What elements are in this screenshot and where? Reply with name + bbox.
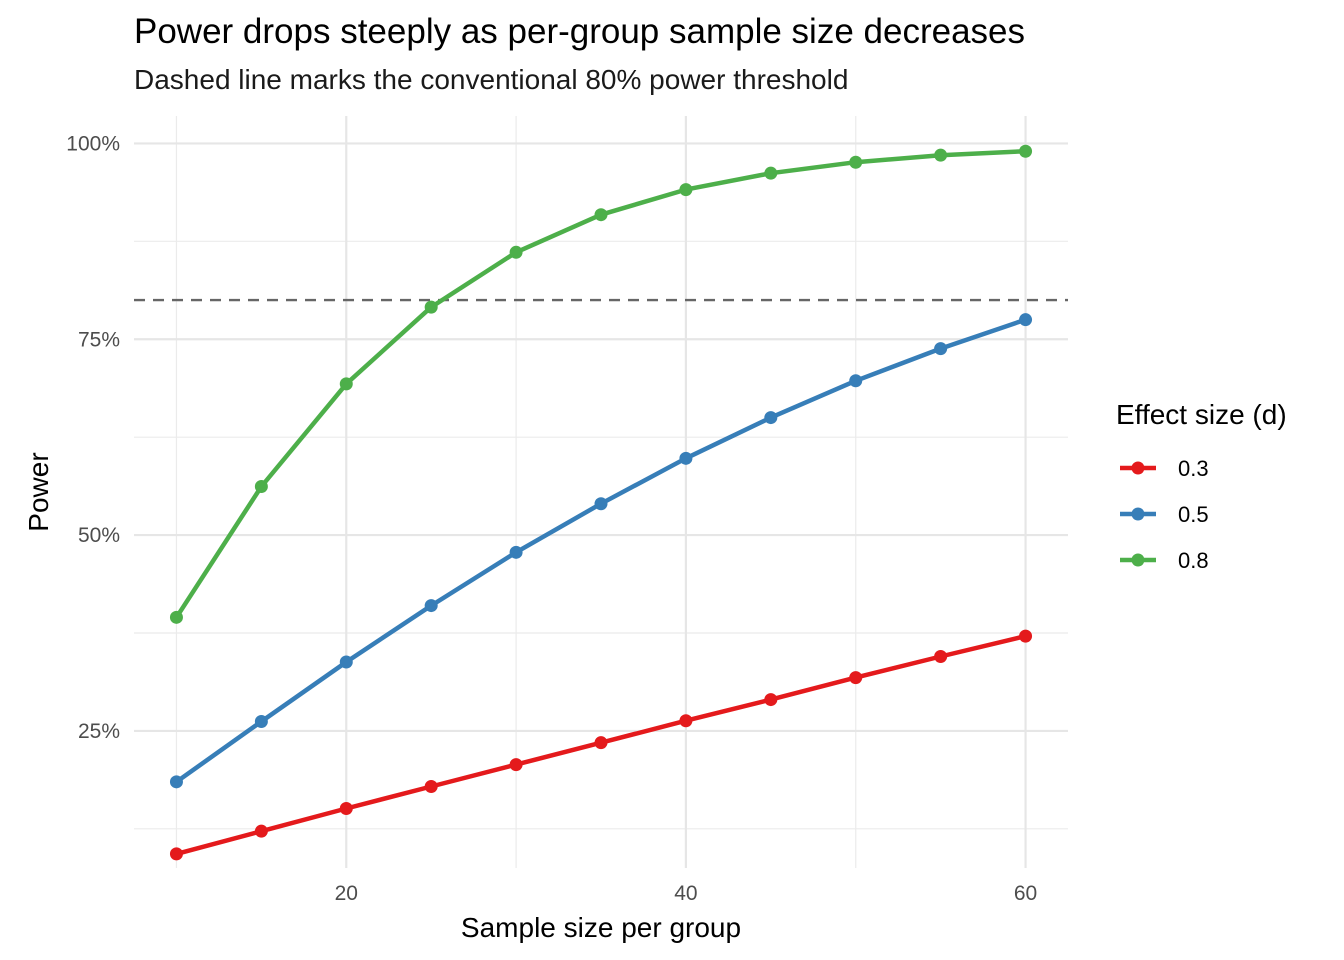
data-point <box>254 715 268 729</box>
data-point <box>764 166 778 180</box>
legend: Effect size (d) 0.3 0.5 0.8 <box>1116 399 1287 573</box>
series-0.5 <box>169 313 1033 789</box>
data-point <box>169 610 183 624</box>
legend-title: Effect size (d) <box>1116 399 1287 430</box>
data-point <box>594 208 608 222</box>
y-axis-ticks: 25% 50% 75% 100% <box>66 132 120 743</box>
major-gridlines <box>134 116 1068 868</box>
data-point <box>1019 629 1033 643</box>
legend-label: 0.5 <box>1178 502 1209 527</box>
data-point <box>764 411 778 425</box>
data-point <box>424 300 438 314</box>
data-point <box>339 655 353 669</box>
series-0.3 <box>169 629 1033 861</box>
y-tick-label: 25% <box>78 720 120 743</box>
data-point <box>934 650 948 663</box>
data-point <box>169 847 183 861</box>
y-tick-label: 100% <box>66 132 120 155</box>
data-point <box>594 736 608 750</box>
data-point <box>509 758 523 772</box>
data-point <box>679 183 693 197</box>
data-point <box>339 801 353 815</box>
chart-subtitle: Dashed line marks the conventional 80% p… <box>134 64 849 95</box>
data-point <box>509 245 523 259</box>
data-point <box>679 451 693 465</box>
legend-item-0.5: 0.5 <box>1120 502 1209 527</box>
x-tick-label: 40 <box>674 882 697 905</box>
data-point <box>764 693 778 707</box>
x-axis-title: Sample size per group <box>461 912 741 943</box>
chart-title: Power drops steeply as per-group sample … <box>134 12 1025 51</box>
data-point <box>254 824 268 838</box>
data-point <box>509 545 523 559</box>
legend-item-0.3: 0.3 <box>1120 456 1209 481</box>
legend-label: 0.8 <box>1178 548 1209 573</box>
series-0.8 <box>169 144 1033 624</box>
data-point <box>1019 313 1033 327</box>
data-point <box>1019 144 1033 158</box>
legend-key-point <box>1131 553 1145 567</box>
legend-key-point <box>1131 461 1145 475</box>
y-tick-label: 75% <box>78 328 120 351</box>
data-point <box>424 780 438 794</box>
data-point <box>594 497 608 511</box>
y-tick-label: 50% <box>78 524 120 547</box>
series-line-0.5 <box>174 317 1028 785</box>
minor-gridlines <box>134 116 1068 868</box>
data-point <box>849 671 863 685</box>
data-point <box>254 480 268 494</box>
x-tick-label: 20 <box>335 882 358 905</box>
series-group <box>169 144 1033 861</box>
data-point <box>169 775 183 789</box>
data-point <box>849 155 863 169</box>
data-point <box>424 599 438 613</box>
data-point <box>934 148 948 162</box>
data-point <box>679 714 693 728</box>
x-tick-label: 60 <box>1014 882 1037 905</box>
legend-label: 0.3 <box>1178 456 1209 481</box>
data-point <box>934 342 948 356</box>
x-axis-ticks: 20 40 60 <box>335 882 1038 905</box>
data-point <box>849 374 863 388</box>
y-axis-title: Power <box>23 452 54 531</box>
legend-item-0.8: 0.8 <box>1120 548 1209 573</box>
legend-key-point <box>1131 507 1145 521</box>
data-point <box>339 377 353 391</box>
